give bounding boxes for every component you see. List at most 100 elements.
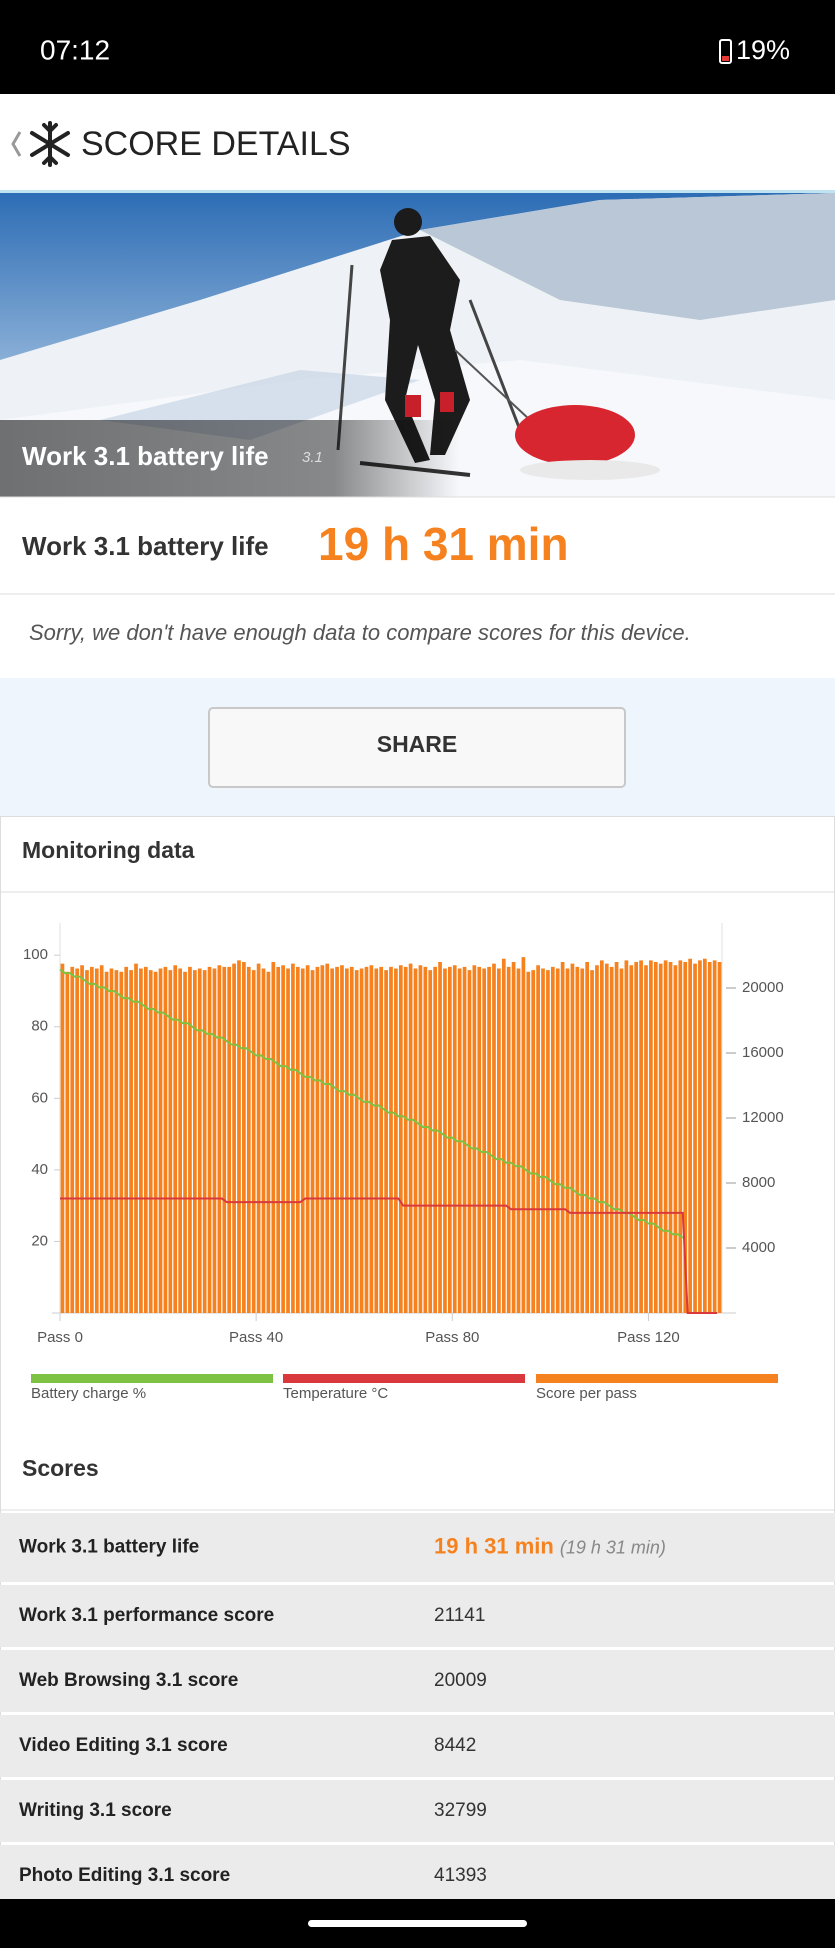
bar — [712, 960, 717, 1313]
bar — [271, 962, 276, 1313]
bar — [256, 963, 261, 1313]
bar — [604, 963, 609, 1313]
y-tick-label: 100 — [23, 946, 48, 963]
bar — [325, 963, 330, 1313]
bar — [158, 968, 163, 1313]
bar — [364, 966, 369, 1313]
bar — [183, 971, 187, 1313]
bar — [526, 971, 531, 1313]
bar — [531, 970, 536, 1313]
bar — [242, 962, 246, 1313]
score-row — [0, 1585, 835, 1647]
back-button[interactable] — [11, 131, 22, 157]
bar — [379, 966, 384, 1313]
bar — [408, 963, 413, 1313]
line — [60, 1197, 718, 1314]
score-value: 8442 — [434, 1735, 476, 1756]
bar — [550, 966, 555, 1313]
bar — [575, 966, 580, 1313]
bar — [148, 970, 153, 1313]
score-label: Work 3.1 battery life — [19, 1537, 199, 1558]
share-button-label[interactable]: SHARE — [377, 731, 458, 757]
bar — [570, 963, 575, 1313]
x-tick-label: Pass 40 — [229, 1329, 283, 1346]
bar — [139, 968, 143, 1313]
bar — [300, 968, 305, 1313]
bar — [217, 965, 222, 1313]
home-indicator[interactable] — [308, 1920, 527, 1927]
bar — [698, 960, 702, 1313]
bar — [433, 966, 437, 1313]
bar — [443, 968, 447, 1313]
bar — [134, 963, 138, 1313]
bar — [251, 970, 256, 1313]
bar — [472, 965, 477, 1313]
bar — [555, 968, 560, 1313]
score-row — [0, 1845, 835, 1907]
bar — [212, 968, 217, 1313]
bar — [335, 966, 339, 1313]
line — [59, 968, 684, 1239]
bar — [109, 968, 114, 1313]
y2-tick-label: 16000 — [742, 1044, 784, 1061]
bar — [384, 970, 388, 1313]
bar — [163, 966, 168, 1313]
y-tick-label: 40 — [31, 1161, 48, 1178]
score-row — [0, 1513, 835, 1582]
bar — [354, 970, 359, 1313]
bar — [683, 962, 688, 1313]
bar — [403, 966, 408, 1313]
legend-swatch — [283, 1374, 525, 1383]
bar — [320, 965, 325, 1313]
chart-title: Monitoring data — [22, 837, 195, 863]
app-logo — [30, 121, 70, 167]
bar — [94, 968, 99, 1313]
clock: 07:12 — [40, 34, 110, 65]
bar — [286, 968, 290, 1313]
bar — [104, 971, 109, 1313]
battery-icon — [719, 39, 732, 64]
bar — [394, 968, 398, 1313]
score-row — [0, 1650, 835, 1712]
bar — [310, 970, 315, 1313]
bar — [295, 966, 300, 1313]
score-label: Work 3.1 performance score — [19, 1605, 274, 1626]
score-row — [0, 1780, 835, 1842]
bar — [389, 966, 393, 1313]
y-tick-label: 80 — [31, 1018, 48, 1035]
share-button[interactable] — [208, 707, 626, 788]
legend-label: Score per pass — [536, 1385, 637, 1402]
bar — [600, 960, 604, 1313]
battery-level — [722, 56, 729, 61]
bar — [649, 960, 653, 1313]
bar — [168, 970, 173, 1313]
bar — [330, 968, 335, 1313]
bar — [546, 970, 550, 1313]
bar — [261, 968, 266, 1313]
result-value: 19 h 31 min — [318, 518, 569, 570]
hero-version: 3.1 — [302, 449, 323, 466]
bar — [124, 966, 129, 1313]
bar — [246, 966, 251, 1313]
bar — [65, 971, 70, 1313]
y2-tick-label: 20000 — [742, 979, 784, 996]
legend-label: Battery charge % — [31, 1385, 146, 1402]
bar — [418, 965, 423, 1313]
bar — [188, 966, 192, 1313]
bar — [222, 966, 227, 1313]
bar — [663, 960, 668, 1313]
bar — [619, 968, 624, 1313]
bar — [580, 968, 585, 1313]
bar — [80, 965, 84, 1313]
bar — [541, 968, 545, 1313]
bar — [702, 958, 707, 1313]
bar — [658, 963, 663, 1313]
bar — [85, 970, 89, 1313]
bar — [614, 962, 619, 1313]
legend-swatch — [536, 1374, 778, 1383]
bar — [173, 965, 178, 1313]
bar — [482, 968, 487, 1313]
bar — [281, 965, 285, 1313]
bar — [153, 971, 158, 1313]
